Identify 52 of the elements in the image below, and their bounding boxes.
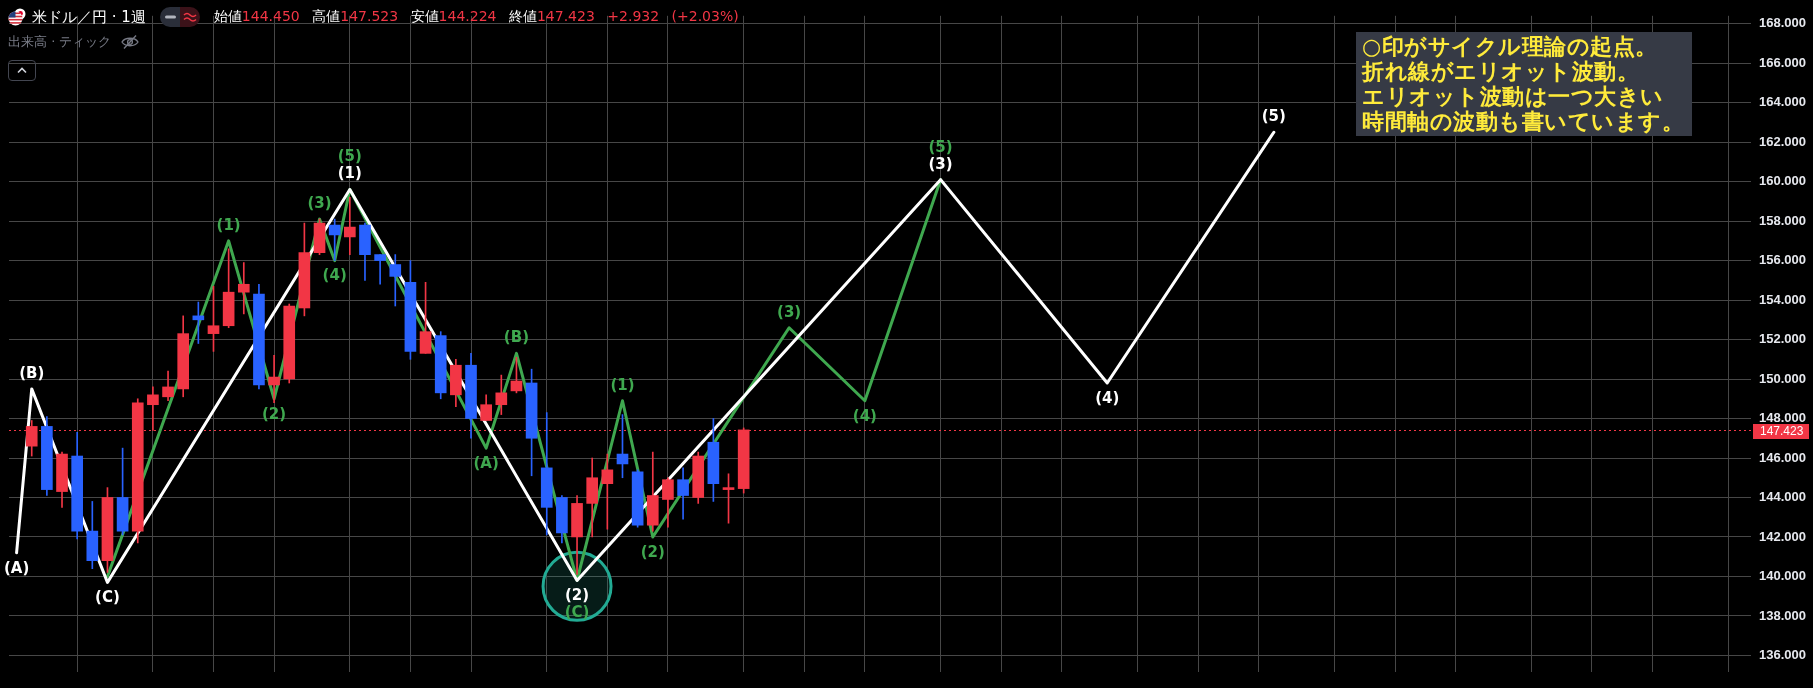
annotation: (5) xyxy=(928,137,953,156)
candlestick xyxy=(328,218,341,261)
ref-line-label: 147.423 xyxy=(1760,424,1804,439)
candlestick xyxy=(344,197,356,255)
y-tick-label: 164.000 xyxy=(1759,94,1806,110)
annotation: ○印がサイクル理論の起点。 xyxy=(1362,34,1659,59)
y-tick-label: 140.000 xyxy=(1759,568,1806,584)
y-tick-label: 146.000 xyxy=(1759,449,1806,465)
annotation: 出来高 · ティック xyxy=(8,33,112,51)
annotation: (2) xyxy=(640,542,665,561)
annotation: 時間軸の波動も書いています。 xyxy=(1362,109,1684,134)
annotation: (5) xyxy=(337,147,362,166)
annotation: (B) xyxy=(503,328,530,347)
y-tick-label: 154.000 xyxy=(1759,291,1806,307)
y-tick-label: 144.000 xyxy=(1759,489,1806,505)
y-tick-label: 166.000 xyxy=(1759,54,1806,70)
annotation: (5) xyxy=(1261,107,1286,126)
y-tick-label: 150.000 xyxy=(1759,370,1806,386)
y-tick-label: 142.000 xyxy=(1759,528,1806,544)
annotation: (A) xyxy=(3,558,30,577)
annotation: (3) xyxy=(307,194,332,213)
annotation: (4) xyxy=(1095,388,1120,407)
annotation: (4) xyxy=(322,266,347,285)
annotation: (1) xyxy=(337,164,362,183)
annotation: エリオット波動は一つ大きい xyxy=(1362,84,1665,109)
annotation: 折れ線がエリオット波動。 xyxy=(1362,59,1640,84)
annotation: (4) xyxy=(852,406,877,425)
candlestick xyxy=(374,254,386,285)
annotation: (C) xyxy=(95,588,120,607)
annotation: (1) xyxy=(610,375,635,394)
y-tick-label: 162.000 xyxy=(1759,133,1806,149)
annotation: (3) xyxy=(928,154,953,173)
y-tick-label: 168.000 xyxy=(1759,15,1806,31)
annotation: (A) xyxy=(473,454,499,473)
y-tick-label: 158.000 xyxy=(1759,212,1806,228)
y-tick-label: 152.000 xyxy=(1759,331,1806,347)
text: 始値144.450 高値147.523 安値144.224 終値147.423 +2.932 (+2.03%) xyxy=(213,8,739,24)
annotation: (B) xyxy=(19,363,45,382)
y-tick-label: 156.000 xyxy=(1759,252,1806,268)
candlestick xyxy=(389,254,402,307)
y-tick-label: 160.000 xyxy=(1759,173,1806,189)
chart-title: 米ドル／円 · 1週 xyxy=(32,7,146,27)
y-tick-label: 148.000 xyxy=(1759,410,1806,426)
y-tick-label: 138.000 xyxy=(1759,607,1806,623)
annotation: (2) xyxy=(262,404,287,423)
annotation: (3) xyxy=(777,302,802,321)
y-tick-label: 136.000 xyxy=(1759,647,1806,662)
annotation: (2) xyxy=(564,586,590,605)
candlestick xyxy=(268,355,280,404)
annotation: (C) xyxy=(564,603,590,622)
annotation: (1) xyxy=(216,215,241,234)
candlestick xyxy=(237,262,250,315)
